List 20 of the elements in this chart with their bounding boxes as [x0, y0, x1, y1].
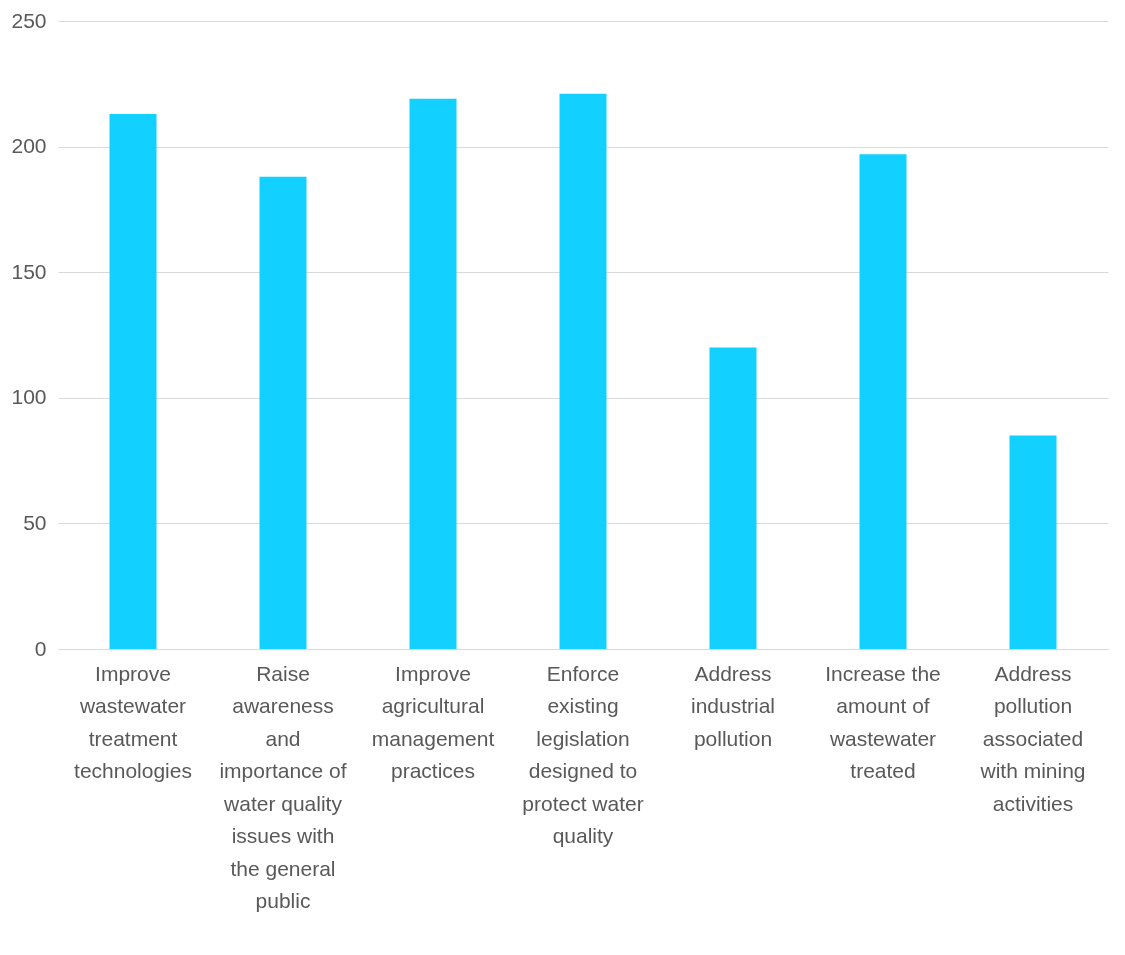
bar [709, 347, 757, 649]
bar [859, 154, 907, 649]
x-tick-label: Improve wastewater treatment technologies [74, 661, 192, 782]
x-tick-label: Improve agricultural management practices [371, 661, 495, 782]
x-tick-label: Raise awareness and importance of water quality issues with the general public [219, 661, 347, 912]
y-tick-label: 0 [34, 636, 47, 660]
x-tick-label: Address pollution associated with mining activities [979, 661, 1086, 815]
bar [559, 93, 607, 649]
y-tick-label: 100 [11, 385, 47, 409]
bar [259, 176, 307, 649]
x-tick-label: Enforce existing legislation designed to protect water quality [522, 661, 644, 847]
bar [109, 113, 157, 649]
x-tick-label: Increase the amount of wastewater treated [825, 661, 941, 782]
y-tick-label: 250 [11, 8, 47, 32]
bar [409, 98, 457, 649]
x-tick-label: Address industrial pollution [690, 661, 776, 750]
bar [1009, 435, 1057, 649]
y-tick-label: 200 [11, 134, 47, 158]
y-tick-label: 50 [23, 510, 47, 534]
y-tick-label: 150 [11, 259, 47, 283]
